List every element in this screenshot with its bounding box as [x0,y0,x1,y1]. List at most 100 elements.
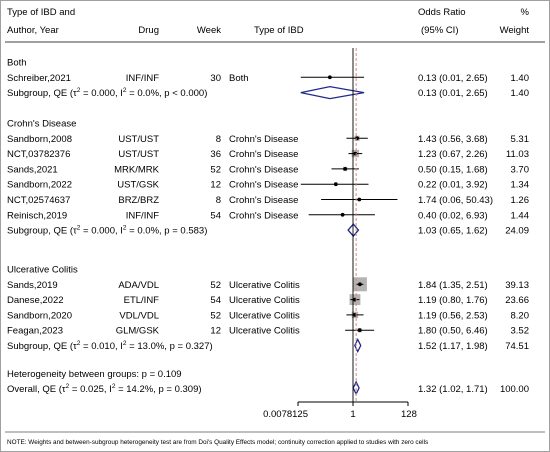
header-weight-line1: % [521,7,530,18]
subgroup-label: Subgroup, QE (τ2 = 0.000, I2 = 0.0%, p <… [7,87,207,99]
study-weight: 1.26 [511,195,530,206]
point-estimate [357,197,362,202]
study-week: 52 [210,164,221,175]
study-label: Schreiber,2021 [7,73,71,84]
study-ci-text: 1.80 (0.50, 6.46) [418,326,488,337]
study-drug: BRZ/BRZ [118,195,159,206]
study-week: 12 [210,180,221,191]
x-tick-label: 128 [401,409,417,420]
study-ci-text: 1.19 (0.80, 1.76) [418,295,488,306]
study-drug: MRK/MRK [114,164,160,175]
study-label: Reinisch,2019 [7,210,67,221]
study-label: Sandborn,2008 [7,134,72,145]
study-label: Sands,2019 [7,280,58,291]
header-or-line2: (95% CI) [421,25,458,36]
study-label: Sandborn,2020 [7,310,72,321]
study-weight: 1.40 [511,73,530,84]
header-drug: Drug [138,25,159,36]
study-weight: 39.13 [505,280,529,291]
study-label: Sands,2021 [7,164,58,175]
study-weight: 3.70 [511,164,530,175]
study-ci-text: 0.50 (0.15, 1.68) [418,164,488,175]
footnote: NOTE: Weights and between-subgroup heter… [7,439,428,446]
forest-rows: Both Schreiber,2021 INF/INF 30 Both 0.13 (0.0… [7,48,529,420]
point-estimate [327,75,332,80]
study-type: Crohn's Disease [229,134,298,145]
study-weight: 1.34 [511,180,530,191]
study-drug: INF/INF [126,73,159,84]
study-ci-text: 0.13 (0.01, 2.65) [418,73,488,84]
overall-weight: 100.00 [500,384,529,395]
subgroup-label: Subgroup, QE (τ2 = 0.000, I2 = 0.0%, p =… [7,225,207,237]
study-label: Feagan,2023 [7,326,63,337]
x-tick-label: 0.0078125 [263,409,308,420]
overall-ci-text: 1.32 (1.02, 1.71) [418,384,488,395]
study-drug: UST/UST [118,149,159,160]
study-type: Crohn's Disease [229,180,298,191]
header-type: Type of IBD [254,25,304,36]
study-type: Ulcerative Colitis [229,310,300,321]
study-week: 8 [216,195,221,206]
overall-label: Overall, QE (τ2 = 0.025, I2 = 14.2%, p =… [7,383,202,395]
study-type: Both [229,73,249,84]
point-estimate [353,151,358,156]
study-week: 52 [210,280,221,291]
study-weight: 23.66 [505,295,529,306]
study-weight: 3.52 [511,326,530,337]
study-ci-text: 1.19 (0.56, 2.53) [418,310,488,321]
study-drug: UST/GSK [117,180,159,191]
study-weight: 8.20 [511,310,530,321]
study-weight: 11.03 [506,149,529,160]
study-week: 54 [210,210,221,221]
study-type: Crohn's Disease [229,164,298,175]
study-ci-text: 1.74 (0.06, 50.43) [418,195,493,206]
study-drug: GLM/GSK [116,326,160,337]
study-week: 36 [210,149,221,160]
header-weight-line2: Weight [500,25,530,36]
study-label: Sandborn,2022 [7,180,72,191]
study-week: 54 [210,295,221,306]
subgroup-diamond [300,85,365,100]
header-week: Week [197,25,221,36]
study-type: Ulcerative Colitis [229,326,300,337]
study-ci-text: 1.23 (0.67, 2.26) [418,149,488,160]
header-study-line1: Type of IBD and [7,7,75,18]
study-type: Crohn's Disease [229,195,298,206]
group-heading: Both [7,58,27,69]
subgroup-label: Subgroup, QE (τ2 = 0.010, I2 = 13.0%, p … [7,340,213,352]
study-ci-text: 1.84 (1.35, 2.51) [418,280,488,291]
subgroup-ci-text: 1.52 (1.17, 1.98) [418,341,488,352]
study-weight: 5.31 [511,134,530,145]
study-label: Danese,2022 [7,295,64,306]
x-tick-label: 1 [350,409,355,420]
group-heading: Ulcerative Colitis [7,265,78,276]
group-heading: Crohn's Disease [7,119,76,130]
study-drug: ADA/VDL [118,280,159,291]
header-study-line2: Author, Year [7,25,59,36]
subgroup-weight: 24.09 [505,226,529,237]
subgroup-ci-text: 0.13 (0.01, 2.65) [418,88,488,99]
study-weight: 1.44 [511,210,530,221]
subgroup-weight: 1.40 [511,88,530,99]
study-label: NCT,03782376 [7,149,70,160]
subgroup-weight: 74.51 [505,341,529,352]
header-or-line1: Odds Ratio [418,7,466,18]
study-ci-text: 1.43 (0.56, 3.68) [418,134,488,145]
study-drug: ETL/INF [124,295,160,306]
study-week: 30 [210,73,221,84]
study-label: NCT,02574637 [7,195,70,206]
study-week: 52 [210,310,221,321]
subgroup-ci-text: 1.03 (0.65, 1.62) [418,226,488,237]
point-estimate [358,282,362,287]
study-ci-text: 0.40 (0.02, 6.93) [418,210,488,221]
point-estimate [340,212,345,217]
study-week: 8 [216,134,221,145]
study-type: Ulcerative Colitis [229,280,300,291]
study-type: Ulcerative Colitis [229,295,300,306]
point-estimate [357,328,362,333]
study-drug: INF/INF [126,210,159,221]
heterogeneity-text: Heterogeneity between groups: p = 0.109 [7,369,182,380]
point-estimate [343,167,348,171]
point-estimate [333,182,338,187]
